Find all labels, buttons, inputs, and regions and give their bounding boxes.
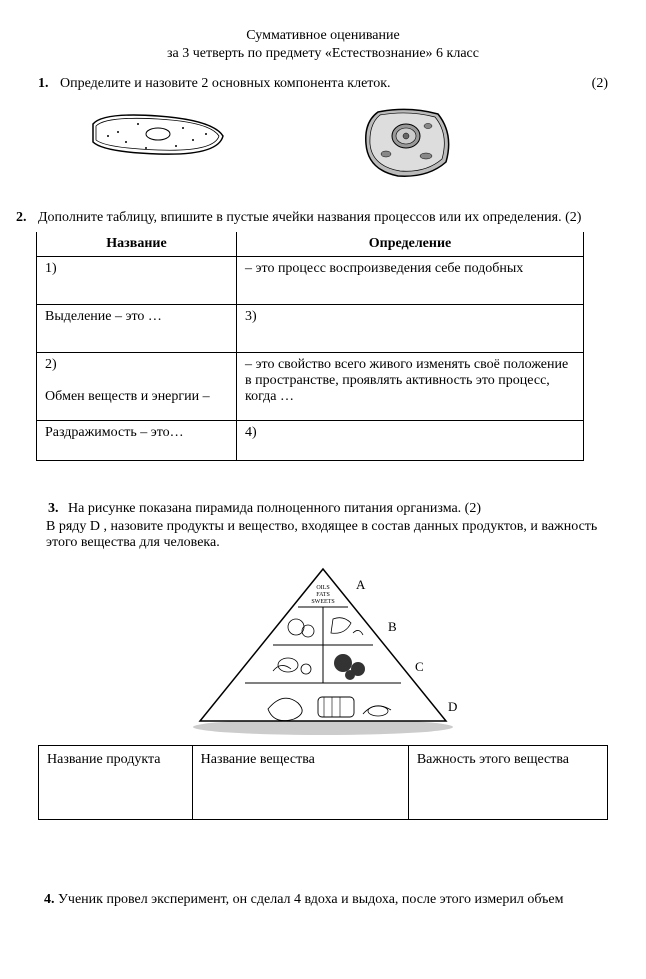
table-cell: Раздражимость – это… [37,421,237,461]
table-cell: 4) [237,421,584,461]
question-4: 4. Ученик провел эксперимент, он сделал … [44,892,608,908]
svg-text:OILS: OILS [316,585,329,591]
pyramid-label-b: B [388,619,397,634]
q3-number: 3. [48,501,68,517]
q3-subtext: В ряду D , назовите продукты и вещество,… [46,519,608,551]
q4-text: Ученик провел эксперимент, он сделал 4 в… [58,892,563,907]
pyramid-label-a: A [356,577,366,592]
pyramid-label-c: C [415,659,424,674]
q3-col-product: Название продукта [39,746,193,820]
q1-text: Определите и назовите 2 основных компоне… [60,76,592,92]
question-3: 3. На рисунке показана пирамида полноцен… [38,501,608,820]
table-cell: 1) [37,257,237,305]
q3-col-importance: Важность этого вещества [408,746,607,820]
q1-number: 1. [38,76,60,92]
table-cell: Выделение – это … [37,305,237,353]
plant-cell-image [88,104,228,166]
doc-title: Суммативное оценивание [38,28,608,44]
doc-subtitle: за 3 четверть по предмету «Естествознани… [38,46,608,62]
q1-points: (2) [592,76,608,92]
svg-text:SWEETS: SWEETS [311,599,334,605]
q4-number: 4. [44,892,55,907]
q3-text: На рисунке показана пирамида полноценног… [68,501,608,517]
q3-col-substance: Название вещества [192,746,408,820]
svg-text:FATS: FATS [316,592,330,598]
table-cell: 3) [237,305,584,353]
q2-header-name: Название [37,232,237,257]
question-1: 1. Определите и назовите 2 основных комп… [38,76,608,182]
q2-table: Название Определение 1) – это процесс во… [36,232,584,461]
animal-cell-image [358,104,458,182]
table-cell: – это процесс воспроизведения себе подоб… [237,257,584,305]
table-cell: 2) Обмен веществ и энергии – [37,353,237,421]
q2-text: Дополните таблицу, впишите в пустые ячей… [38,210,608,226]
q3-table: Название продукта Название вещества Важн… [38,745,608,820]
q2-header-def: Определение [237,232,584,257]
q2-number: 2. [16,210,38,226]
food-pyramid-image: OILS FATS SWEETS [178,559,468,739]
table-cell: – это свойство всего живого изменять сво… [237,353,584,421]
question-2: 2. Дополните таблицу, впишите в пустые я… [16,210,608,461]
pyramid-label-d: D [448,699,457,714]
